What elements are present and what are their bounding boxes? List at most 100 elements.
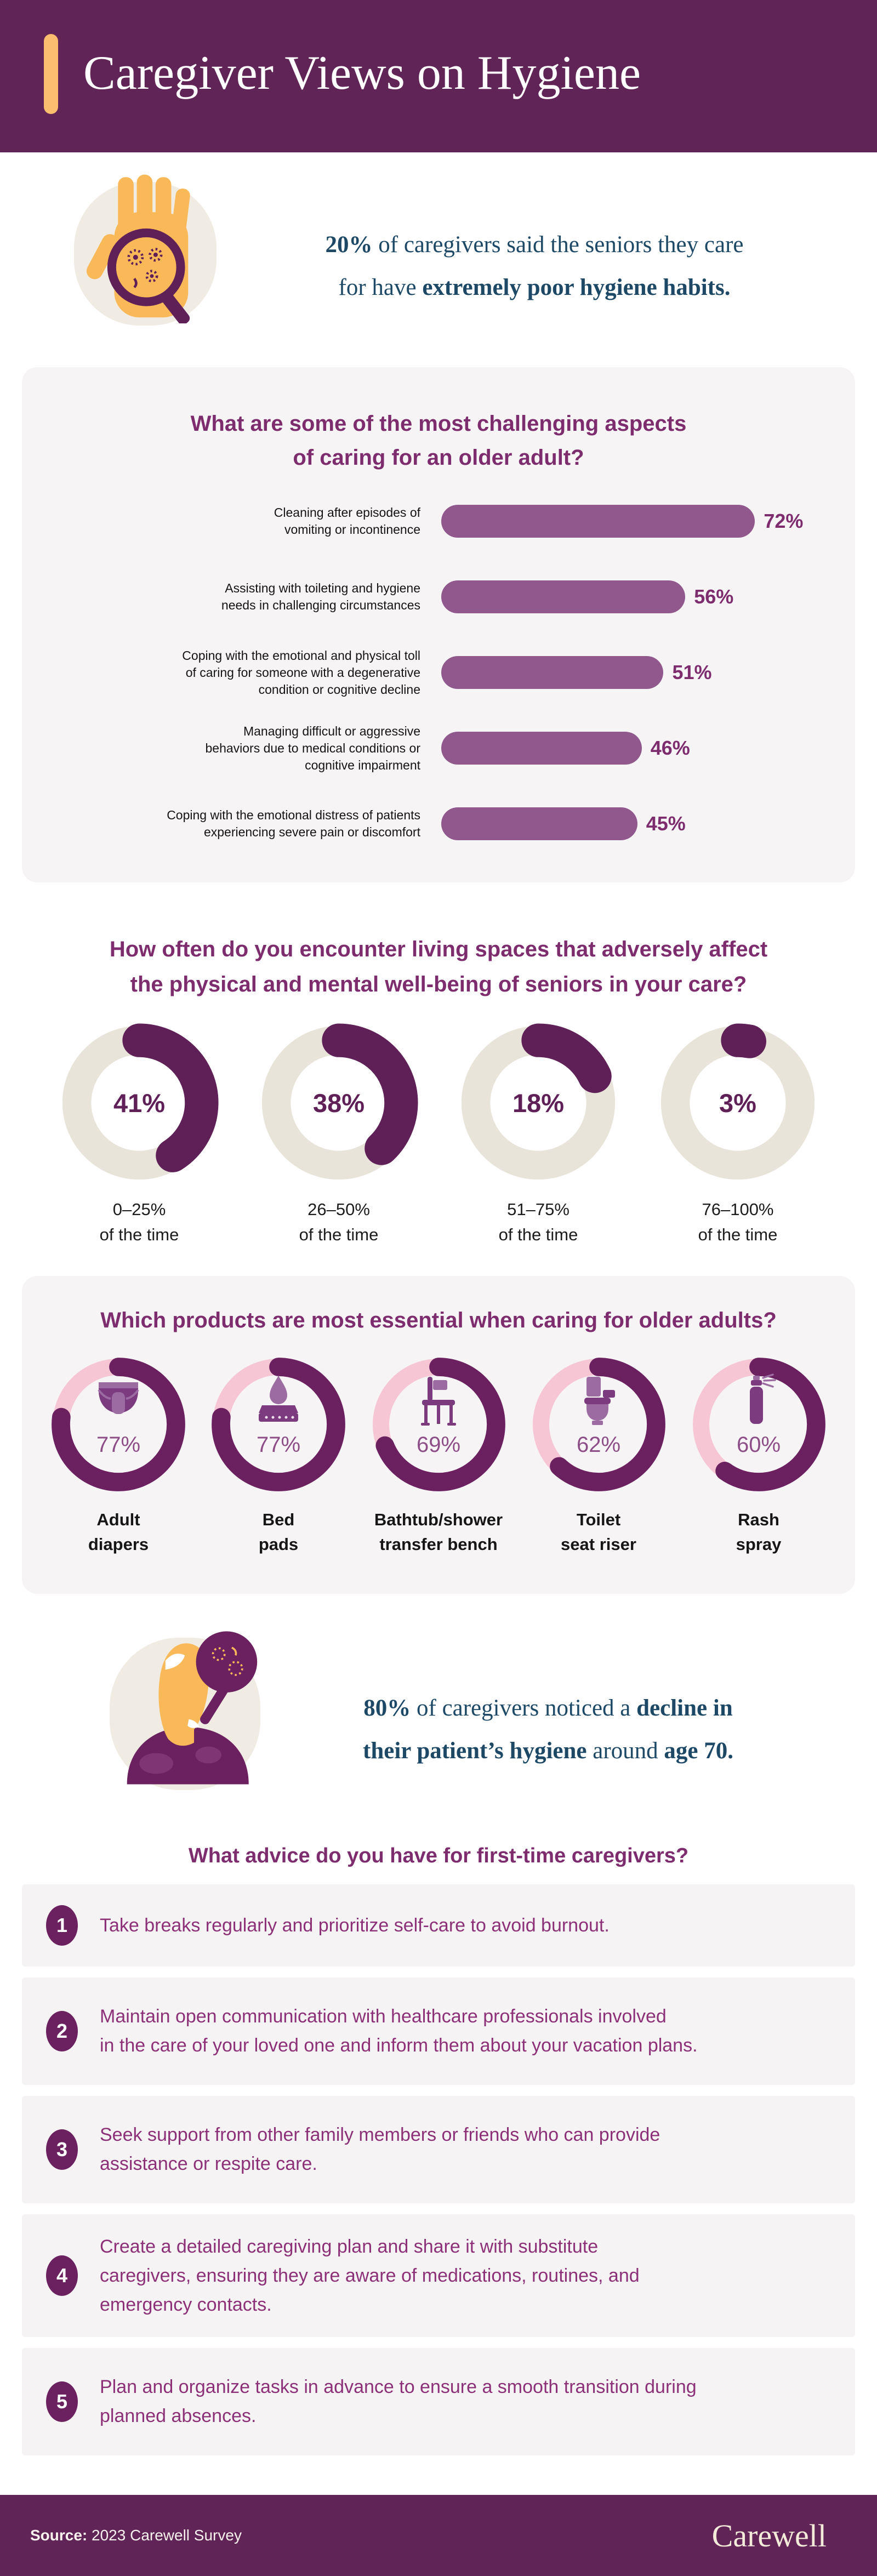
frequency-question-title: How often do you encounter living spaces… [109,937,768,996]
bar-row: Cleaning after episodes of vomiting or in… [22,483,855,559]
products-question-title: Which products are most essential when c… [100,1308,777,1332]
toilet-seat-riser-icon [571,1374,626,1428]
product-label: Bed pads [258,1510,299,1554]
ring-percent: 77% [96,1433,141,1457]
ring-percent: 60% [736,1433,781,1457]
ring-percent: 77% [256,1433,301,1457]
donut-label: 26–50% of the time [299,1200,379,1244]
frequency-donut: 18% 51–75% of the time [458,1023,618,1247]
hand-magnifier-icon [82,170,213,325]
products-ring-charts: 77% Adult diapers 77% Bed pads 69% Bathtub/sh… [22,1356,855,1557]
stat-head-illustration [110,1631,260,1790]
donut-label: 51–75% of the time [498,1200,578,1244]
challenges-question-title: What are some of the most challenging as… [190,412,687,470]
advice-number-badge: 2 [46,2011,78,2051]
advice-text: Plan and organize tasks in advance to en… [100,2376,697,2426]
header-band: Caregiver Views on Hygiene [0,0,877,152]
bar-capsule [441,580,686,613]
bar-category-label: Assisting with toileting and hygiene need… [221,581,420,612]
bar-value: 72% [764,510,804,532]
stat-hand-text: 20% of caregivers said the seniors they … [325,232,744,300]
product-ring: 69% Bathtub/shower transfer bench [370,1356,507,1557]
product-label: Adult diapers [88,1510,149,1554]
ring-chart: 69% [370,1356,507,1493]
advice-list: 1 Take breaks regularly and prioritize se… [22,1884,855,2466]
advice-text: Take breaks regularly and prioritize sel… [100,1914,610,1936]
bar-row: Assisting with toileting and hygiene need… [22,559,855,635]
bar-value: 46% [650,737,690,759]
bar-value: 45% [646,812,686,835]
advice-text: Maintain open communication with healthc… [100,2006,698,2056]
donut-label: 0–25% of the time [99,1200,179,1244]
footer-band: Source: 2023 Carewell Survey Carewell [0,2495,877,2576]
advice-number-badge: 4 [46,2255,78,2296]
product-label: Rash spray [736,1510,782,1554]
products-card: Which products are most essential when c… [22,1276,855,1594]
advice-item: 4 Create a detailed caregiving plan and s… [22,2214,855,2337]
carewell-logo: Carewell [711,2517,827,2554]
advice-item: 5 Plan and organize tasks in advance to e… [22,2348,855,2455]
transfer-bench-icon [411,1374,466,1428]
bar-value: 51% [672,661,712,683]
product-label: Bathtub/shower transfer bench [374,1510,503,1554]
bed-pads-icon [251,1374,306,1428]
bar-value: 56% [694,585,734,608]
product-ring: 77% Bed pads [210,1356,347,1557]
bar-capsule [441,505,755,538]
advice-item: 3 Seek support from other family members … [22,2096,855,2203]
bar-category-label: Cleaning after episodes of vomiting or in… [274,505,420,537]
frequency-donut: 41% 0–25% of the time [59,1023,219,1247]
donut-percent: 3% [719,1088,756,1118]
head-magnifier-icon [111,1618,267,1788]
bar-row: Coping with the emotional and physical t… [22,635,855,710]
advice-text: Create a detailed caregiving plan and sh… [100,2236,640,2315]
ring-chart: 60% [690,1356,827,1493]
bar-category-label: Coping with the emotional distress of pa… [167,808,420,839]
advice-item: 2 Maintain open communication with health… [22,1977,855,2085]
product-ring: 62% Toilet seat riser [530,1356,667,1557]
donut-percent: 41% [113,1088,166,1118]
donut-chart: 41% [59,1023,219,1183]
page-title: Caregiver Views on Hygiene [83,47,641,100]
advice-number-badge: 3 [46,2129,78,2170]
ring-percent: 69% [416,1433,461,1457]
bar-category-label: Coping with the emotional and physical t… [182,648,420,697]
challenges-bar-chart: Cleaning after episodes of vomiting or in… [22,483,855,862]
donut-percent: 18% [512,1088,565,1118]
bar-capsule [441,656,664,689]
adult-diapers-icon [91,1374,146,1428]
challenges-card: What are some of the most challenging as… [22,367,855,882]
rash-spray-icon [731,1374,786,1428]
product-ring: 77% Adult diapers [50,1356,187,1557]
bar-capsule [441,807,637,840]
donut-percent: 38% [312,1088,365,1118]
product-ring: 60% Rash spray [690,1356,827,1557]
advice-number-badge: 5 [46,2381,78,2422]
donut-label: 76–100% of the time [698,1200,778,1244]
bar-row: Coping with the emotional distress of pa… [22,786,855,862]
donut-chart: 3% [658,1023,818,1183]
frequency-donut: 38% 26–50% of the time [259,1023,419,1247]
donut-chart: 18% [458,1023,618,1183]
ring-chart: 62% [530,1356,667,1493]
product-label: Toilet seat riser [561,1510,636,1554]
frequency-donut-charts: 41% 0–25% of the time 38% 26–50% of the time… [0,1023,877,1247]
advice-text: Seek support from other family members o… [100,2124,660,2174]
stat-head-text: 80% of caregivers noticed a decline in th… [363,1695,733,1764]
bar-category-label: Managing difficult or aggressive behavior… [205,723,420,772]
ring-chart: 77% [210,1356,347,1493]
bar-row: Managing difficult or aggressive behavior… [22,710,855,786]
stat-hand-illustration [74,174,217,326]
advice-question-title: What advice do you have for first-time c… [188,1844,689,1867]
donut-chart: 38% [259,1023,419,1183]
ring-chart: 77% [50,1356,187,1493]
frequency-donut: 3% 76–100% of the time [658,1023,818,1247]
source-label: Source: [30,2527,88,2544]
ring-percent: 62% [576,1433,621,1457]
bar-capsule [441,732,642,765]
advice-item: 1 Take breaks regularly and prioritize se… [22,1884,855,1967]
source-note: Source: 2023 Carewell Survey [30,2527,242,2544]
source-value: 2023 Carewell Survey [87,2527,242,2544]
gold-accent-bar [44,34,58,114]
